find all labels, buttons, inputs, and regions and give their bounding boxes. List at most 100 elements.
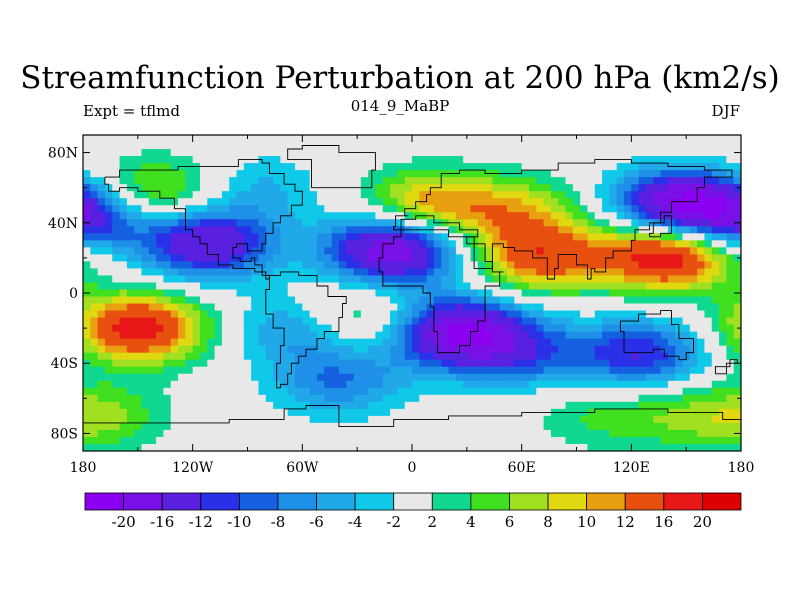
field-cell xyxy=(536,282,545,291)
field-cell xyxy=(324,380,333,389)
field-cell xyxy=(368,219,377,227)
field-cell xyxy=(324,415,333,424)
field-cell xyxy=(192,289,201,298)
field-cell xyxy=(280,345,289,354)
field-cell xyxy=(221,240,230,248)
field-cell xyxy=(265,401,274,410)
field-cell xyxy=(580,401,589,410)
field-cell xyxy=(726,394,735,403)
field-cell xyxy=(550,303,559,312)
field-cell xyxy=(382,163,391,171)
field-cell xyxy=(134,170,143,178)
field-cell xyxy=(711,254,720,262)
field-cell xyxy=(163,338,172,347)
field-cell xyxy=(558,380,567,389)
field-cell xyxy=(419,268,428,277)
field-cell xyxy=(316,443,325,451)
field-cell xyxy=(316,198,325,206)
field-cell xyxy=(616,233,625,241)
field-cell xyxy=(119,282,128,291)
field-cell xyxy=(455,422,464,431)
field-cell xyxy=(426,149,435,157)
field-cell xyxy=(645,373,654,382)
field-cell xyxy=(536,142,545,150)
field-cell xyxy=(521,310,530,319)
field-cell xyxy=(558,443,567,451)
field-cell xyxy=(711,226,720,234)
field-cell xyxy=(485,296,494,305)
field-cell xyxy=(126,429,135,438)
field-cell xyxy=(521,226,530,234)
field-cell xyxy=(178,373,186,382)
field-cell xyxy=(653,303,662,312)
field-cell xyxy=(682,366,691,375)
field-cell xyxy=(638,345,647,354)
field-cell xyxy=(331,212,340,220)
field-cell xyxy=(324,394,333,403)
field-cell xyxy=(660,422,669,431)
field-cell xyxy=(295,345,303,354)
field-cell xyxy=(390,261,398,270)
field-cell xyxy=(280,401,289,410)
field-cell xyxy=(104,212,113,220)
field-cell xyxy=(477,191,486,199)
field-cell xyxy=(221,443,230,451)
field-cell xyxy=(536,163,545,171)
field-cell xyxy=(514,415,523,424)
field-cell xyxy=(441,254,450,262)
field-cell xyxy=(682,233,691,241)
field-cell xyxy=(353,254,362,262)
field-cell xyxy=(455,338,464,347)
field-cell xyxy=(221,184,230,192)
field-cell xyxy=(207,198,216,206)
field-cell xyxy=(455,135,464,143)
field-cell xyxy=(697,366,706,375)
field-cell xyxy=(455,352,464,361)
field-cell xyxy=(148,149,157,157)
field-cell xyxy=(667,296,676,305)
field-cell xyxy=(645,338,654,347)
field-cell xyxy=(587,177,596,185)
field-cell xyxy=(229,366,238,375)
field-cell xyxy=(404,408,413,417)
field-cell xyxy=(638,331,647,340)
field-cell xyxy=(455,156,464,164)
field-cell xyxy=(587,184,596,192)
field-cell xyxy=(156,296,165,305)
field-cell xyxy=(587,261,596,270)
field-cell xyxy=(309,261,318,270)
field-cell xyxy=(587,380,596,389)
field-cell xyxy=(558,268,567,277)
field-cell xyxy=(170,303,179,312)
field-cell xyxy=(638,247,647,255)
field-cell xyxy=(229,170,238,178)
field-cell xyxy=(251,303,260,312)
field-cell xyxy=(726,163,735,171)
field-cell xyxy=(331,394,340,403)
field-cell xyxy=(448,184,457,192)
field-cell xyxy=(119,226,128,234)
field-cell xyxy=(214,373,223,382)
x-tick-label: 180 xyxy=(70,460,97,476)
field-cell xyxy=(572,436,581,445)
field-cell xyxy=(492,422,501,431)
field-cell xyxy=(645,324,654,333)
field-cell xyxy=(536,401,545,410)
field-cell xyxy=(287,394,296,403)
field-cell xyxy=(433,366,442,375)
field-cell xyxy=(631,170,640,178)
field-cell xyxy=(229,177,238,185)
field-cell xyxy=(397,205,406,213)
field-cell xyxy=(390,429,398,438)
field-cell xyxy=(463,317,472,326)
field-cell xyxy=(733,422,741,431)
field-cell xyxy=(602,303,610,312)
field-cell xyxy=(170,191,179,199)
field-cell xyxy=(704,240,713,248)
field-cell xyxy=(185,324,194,333)
field-cell xyxy=(470,142,479,150)
field-cell xyxy=(346,429,355,438)
field-cell xyxy=(697,268,706,277)
field-cell xyxy=(419,408,428,417)
field-cell xyxy=(83,135,91,143)
